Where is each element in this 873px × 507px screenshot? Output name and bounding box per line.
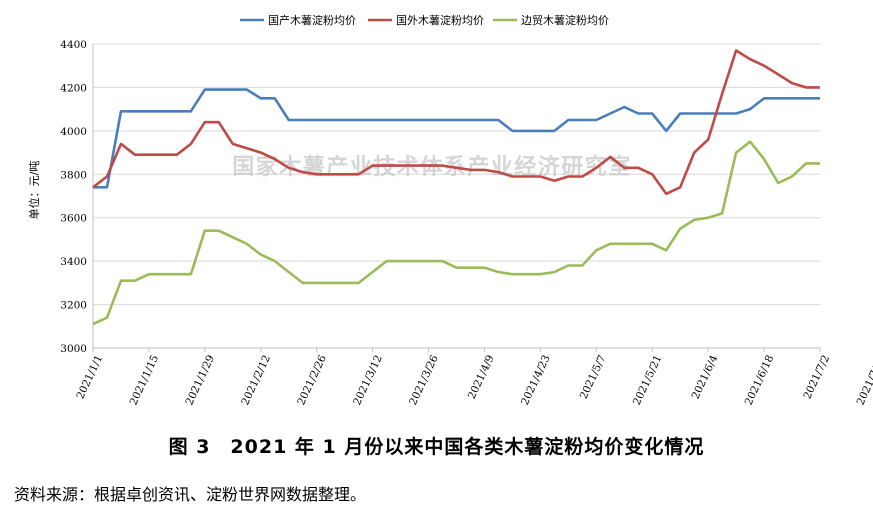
price-line-chart: 3000 3200 3400 3600 3800 4000 4200 4400 2021/1/… — [27, 13, 873, 407]
y-tick-3400: 3400 — [60, 256, 87, 268]
x-tick-2021/5/21: 2021/5/21 — [631, 353, 665, 407]
figure-caption: 图 3 2021 年 1 月份以来中国各类木薯淀粉均价变化情况 — [168, 436, 705, 458]
x-tick-2021/1/15: 2021/1/15 — [128, 353, 162, 407]
y-tick-3800: 3800 — [60, 169, 87, 181]
y-tick-3200: 3200 — [60, 300, 87, 312]
legend-label-2: 国外木薯淀粉均价 — [396, 13, 484, 27]
x-tick-2021/1/1: 2021/1/1 — [74, 353, 105, 401]
x-tick-2021/4/23: 2021/4/23 — [519, 353, 553, 407]
y-tick-labels: 3000 3200 3400 3600 3800 4000 4200 4400 — [60, 39, 87, 355]
watermark: 国家木薯产业技术体系产业经济研究室 — [232, 154, 632, 180]
y-tick-3600: 3600 — [60, 213, 87, 225]
x-tick-2021/7/2: 2021/7/2 — [801, 353, 832, 401]
x-tick-2021/5/7: 2021/5/7 — [578, 353, 609, 401]
legend-label-3: 边贸木薯淀粉均价 — [521, 13, 609, 27]
legend: 国产木薯淀粉均价 国外木薯淀粉均价 边贸木薯淀粉均价 — [240, 13, 609, 27]
x-tick-2021/3/26: 2021/3/26 — [407, 353, 441, 407]
x-tick-2021/6/4: 2021/6/4 — [690, 353, 721, 401]
x-tick-2021/2/26: 2021/2/26 — [295, 353, 329, 407]
series-lines — [92, 49, 820, 326]
x-tick-2021/4/9: 2021/4/9 — [466, 353, 497, 401]
x-tick-2021/2/12: 2021/2/12 — [239, 353, 273, 407]
x-tick-2021/3/12: 2021/3/12 — [351, 353, 385, 407]
series-line-1 — [93, 88, 820, 189]
gridlines — [92, 43, 821, 352]
series-line-2 — [92, 49, 820, 196]
data-source-note: 资料来源：根据卓创资讯、淀粉世界网数据整理。 — [14, 485, 367, 504]
y-tick-4200: 4200 — [60, 82, 87, 94]
y-tick-4000: 4000 — [60, 126, 87, 138]
y-tick-4400: 4400 — [60, 39, 87, 51]
y-tick-3000: 3000 — [60, 343, 87, 355]
series-line-3 — [92, 140, 820, 326]
x-tick-2021/7/16: 2021/7/16 — [855, 353, 873, 407]
legend-label-1: 国产木薯淀粉均价 — [268, 13, 356, 27]
x-tick-2021/1/29: 2021/1/29 — [183, 353, 217, 407]
y-axis-label: 单位：元/吨 — [27, 161, 41, 220]
x-tick-2021/6/18: 2021/6/18 — [743, 353, 777, 407]
x-tick-labels: 2021/1/1 2021/1/15 2021/1/29 2021/2/12 2021/… — [74, 353, 873, 407]
